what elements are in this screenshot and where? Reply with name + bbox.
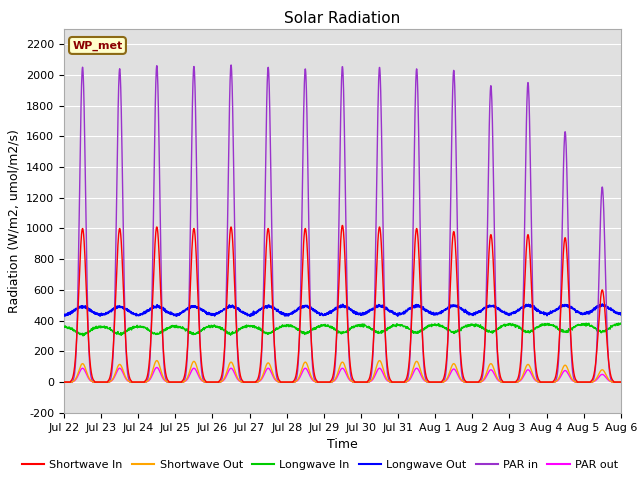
Text: WP_met: WP_met [72,40,123,50]
Legend: Shortwave In, Shortwave Out, Longwave In, Longwave Out, PAR in, PAR out: Shortwave In, Shortwave Out, Longwave In… [17,456,623,474]
Y-axis label: Radiation (W/m2, umol/m2/s): Radiation (W/m2, umol/m2/s) [8,129,20,313]
X-axis label: Time: Time [327,438,358,451]
Title: Solar Radiation: Solar Radiation [284,11,401,26]
